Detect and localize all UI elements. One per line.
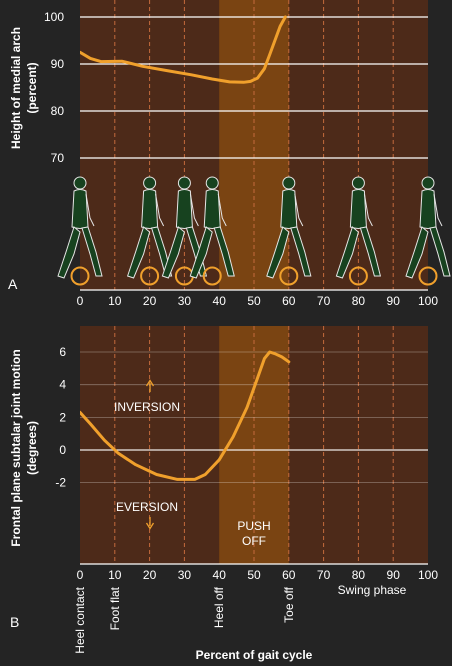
- inversion-label: INVERSION: [114, 400, 180, 414]
- x-tick-label-a: 30: [178, 294, 192, 308]
- panel-a-label: A: [8, 276, 18, 292]
- foot-contact-marker: [279, 266, 299, 286]
- y-tick-label-b: 4: [59, 378, 66, 392]
- foot-contact-marker: [140, 266, 160, 286]
- figure-front-leg: [213, 226, 235, 277]
- gait-event-label: Toe off: [282, 586, 296, 622]
- x-tick-label-b: 10: [108, 568, 122, 582]
- medial-arch-curve: [80, 15, 287, 84]
- figure-head: [177, 176, 191, 190]
- walking-figure: [266, 176, 312, 279]
- figure-arm: [294, 193, 304, 227]
- y-axis-unit-a: (percent): [25, 62, 39, 113]
- x-tick-label-b: 0: [77, 568, 84, 582]
- figure-torso: [71, 189, 89, 229]
- swing-phase-label: Swing phase: [338, 583, 407, 597]
- x-tick-label-b: 50: [247, 568, 261, 582]
- y-tick-label-a: 90: [51, 57, 65, 71]
- figure-back-leg: [189, 226, 213, 279]
- figure-back-leg: [57, 226, 81, 279]
- y-tick-label-a: 80: [51, 104, 65, 118]
- walking-figure: [335, 176, 382, 279]
- figure-arm: [85, 193, 95, 227]
- gait-event-label: Heel off: [212, 586, 226, 628]
- x-tick-label-b: 20: [143, 568, 157, 582]
- x-axis-label: Percent of gait cycle: [196, 648, 313, 662]
- x-tick-label-a: 40: [213, 294, 227, 308]
- x-tick-label-a: 0: [77, 294, 84, 308]
- x-tick-label-b: 100: [418, 568, 438, 582]
- figure-arm: [189, 193, 199, 227]
- foot-contact-marker: [70, 266, 90, 286]
- y-tick-label-b: 2: [59, 410, 66, 424]
- x-tick-label-b: 90: [387, 568, 401, 582]
- walking-figure: [57, 176, 103, 279]
- gait-event-label: Heel contact: [73, 586, 87, 653]
- x-tick-label-a: 10: [108, 294, 122, 308]
- figure-torso: [280, 189, 298, 229]
- figure-arm: [433, 193, 443, 227]
- y-tick-label-b: -2: [55, 476, 66, 490]
- eversion-arrow: [145, 517, 155, 530]
- figure-torso: [175, 189, 193, 229]
- figure-back-leg: [161, 226, 185, 279]
- y-axis-label-a: Height of medial arch: [9, 27, 23, 149]
- x-tick-label-b: 70: [317, 568, 331, 582]
- push-off-label-2: OFF: [242, 534, 266, 548]
- figure-head: [351, 176, 365, 190]
- y-axis-label-b: Frontal plane subtalar joint motion: [9, 349, 23, 546]
- x-tick-label-b: 80: [352, 568, 366, 582]
- y-tick-label-b: 6: [59, 345, 66, 359]
- walking-figure: [405, 176, 451, 279]
- figure-back-leg: [405, 226, 429, 279]
- figure-head: [143, 176, 157, 190]
- figure-head: [205, 176, 219, 190]
- figure-front-leg: [81, 226, 103, 277]
- figure-back-leg: [266, 226, 290, 279]
- figure-torso: [141, 189, 159, 229]
- x-tick-label-a: 80: [352, 294, 366, 308]
- x-tick-label-a: 60: [282, 294, 296, 308]
- foot-contact-marker: [202, 266, 222, 286]
- figure-torso: [349, 189, 367, 229]
- figure-back-leg: [335, 226, 359, 279]
- push-off-label-1: PUSH: [237, 519, 270, 533]
- walking-figure: [189, 176, 235, 279]
- figure-head: [421, 176, 435, 190]
- figure-torso: [203, 189, 221, 229]
- figure-head: [73, 176, 87, 190]
- x-tick-label-a: 100: [418, 294, 438, 308]
- x-tick-label-a: 70: [317, 294, 331, 308]
- figure-front-leg: [429, 226, 451, 277]
- x-tick-label-a: 50: [247, 294, 261, 308]
- x-tick-label-b: 60: [282, 568, 296, 582]
- x-tick-label-a: 90: [387, 294, 401, 308]
- y-axis-unit-b: (degrees): [25, 421, 39, 475]
- figure-back-leg: [126, 226, 151, 279]
- x-tick-label-a: 20: [143, 294, 157, 308]
- y-tick-label-a: 100: [44, 10, 64, 24]
- foot-contact-marker: [418, 266, 438, 286]
- figure-torso: [419, 189, 437, 229]
- figure-head: [282, 176, 296, 190]
- x-tick-label-b: 40: [213, 568, 227, 582]
- figure-arm: [217, 193, 227, 227]
- figure-arm: [155, 193, 165, 227]
- x-tick-label-b: 30: [178, 568, 192, 582]
- gait-event-label: Foot flat: [108, 586, 122, 630]
- y-tick-label-b: 0: [59, 443, 66, 457]
- panel-b-label: B: [10, 614, 19, 630]
- figure-front-leg: [359, 226, 382, 277]
- figure-arm: [363, 193, 373, 227]
- y-tick-label-a: 70: [51, 151, 65, 165]
- eversion-label: EVERSION: [116, 500, 178, 514]
- foot-contact-marker: [348, 266, 368, 286]
- subtalar-motion-curve: [80, 350, 291, 481]
- inversion-arrow: [145, 379, 155, 392]
- figure-front-leg: [290, 226, 312, 277]
